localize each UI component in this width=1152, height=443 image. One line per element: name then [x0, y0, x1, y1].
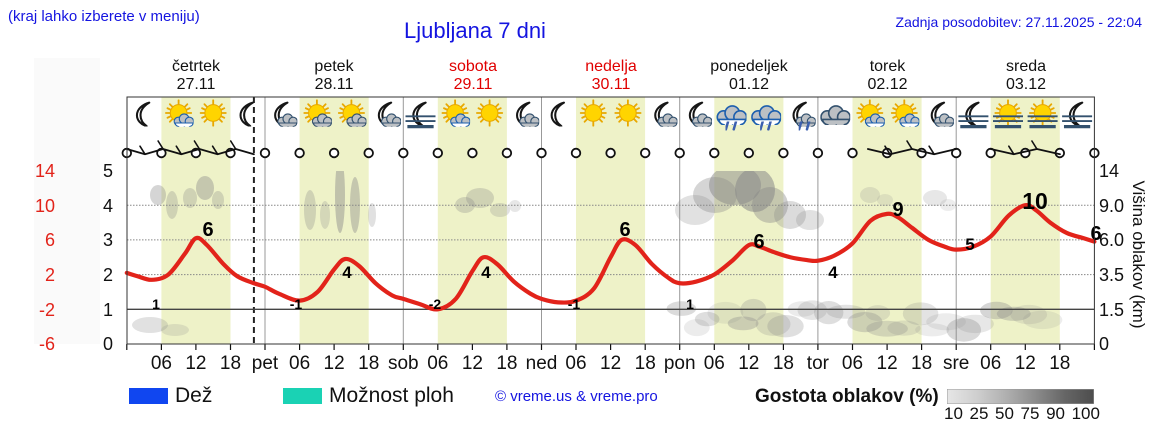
- svg-text:18: 18: [635, 353, 656, 374]
- svg-text:12: 12: [185, 353, 206, 374]
- svg-text:12: 12: [462, 353, 483, 374]
- svg-text:pet: pet: [252, 353, 279, 374]
- svg-text:2: 2: [103, 265, 113, 285]
- svg-text:9: 9: [892, 199, 903, 221]
- svg-text:-2: -2: [429, 296, 442, 312]
- svg-text:1: 1: [152, 296, 160, 312]
- svg-text:18: 18: [911, 353, 932, 374]
- svg-text:4: 4: [828, 263, 838, 282]
- svg-text:3.5: 3.5: [1099, 265, 1124, 285]
- svg-text:6.0: 6.0: [1099, 230, 1124, 250]
- svg-text:18: 18: [496, 353, 517, 374]
- svg-text:10: 10: [1022, 188, 1048, 214]
- svg-text:sob: sob: [388, 353, 419, 374]
- svg-text:6: 6: [45, 230, 55, 250]
- svg-text:6: 6: [753, 231, 764, 253]
- svg-text:06: 06: [427, 353, 448, 374]
- svg-text:12: 12: [738, 353, 759, 374]
- svg-text:6: 6: [202, 219, 213, 241]
- svg-text:tor: tor: [807, 353, 830, 374]
- svg-text:4: 4: [342, 263, 352, 282]
- svg-text:12: 12: [877, 353, 898, 374]
- svg-text:1: 1: [686, 296, 694, 312]
- svg-text:2: 2: [45, 265, 55, 285]
- svg-text:-2: -2: [39, 300, 55, 320]
- svg-text:sre: sre: [943, 353, 969, 374]
- svg-text:6: 6: [619, 219, 630, 241]
- svg-text:pon: pon: [664, 353, 696, 374]
- svg-text:06: 06: [565, 353, 586, 374]
- svg-text:14: 14: [35, 161, 55, 181]
- svg-text:12: 12: [600, 353, 621, 374]
- svg-text:5: 5: [103, 161, 113, 181]
- svg-text:18: 18: [358, 353, 379, 374]
- svg-text:5: 5: [965, 235, 974, 254]
- svg-text:06: 06: [289, 353, 310, 374]
- svg-text:06: 06: [151, 353, 172, 374]
- svg-text:1: 1: [103, 300, 113, 320]
- svg-text:ned: ned: [526, 353, 558, 374]
- svg-text:0: 0: [1099, 334, 1109, 354]
- svg-text:4: 4: [103, 196, 113, 216]
- svg-text:18: 18: [773, 353, 794, 374]
- svg-text:18: 18: [1049, 353, 1070, 374]
- svg-text:12: 12: [1015, 353, 1036, 374]
- svg-text:10: 10: [35, 196, 55, 216]
- svg-text:4: 4: [481, 263, 491, 282]
- svg-text:1.5: 1.5: [1099, 300, 1124, 320]
- svg-text:06: 06: [842, 353, 863, 374]
- svg-text:06: 06: [704, 353, 725, 374]
- svg-text:06: 06: [980, 353, 1001, 374]
- svg-text:9.0: 9.0: [1099, 196, 1124, 216]
- svg-text:18: 18: [220, 353, 241, 374]
- svg-text:-6: -6: [39, 334, 55, 354]
- svg-text:14: 14: [1099, 161, 1119, 181]
- svg-text:0: 0: [103, 334, 113, 354]
- svg-text:-1: -1: [290, 296, 303, 312]
- svg-text:3: 3: [103, 230, 113, 250]
- svg-text:-1: -1: [568, 296, 581, 312]
- svg-text:12: 12: [324, 353, 345, 374]
